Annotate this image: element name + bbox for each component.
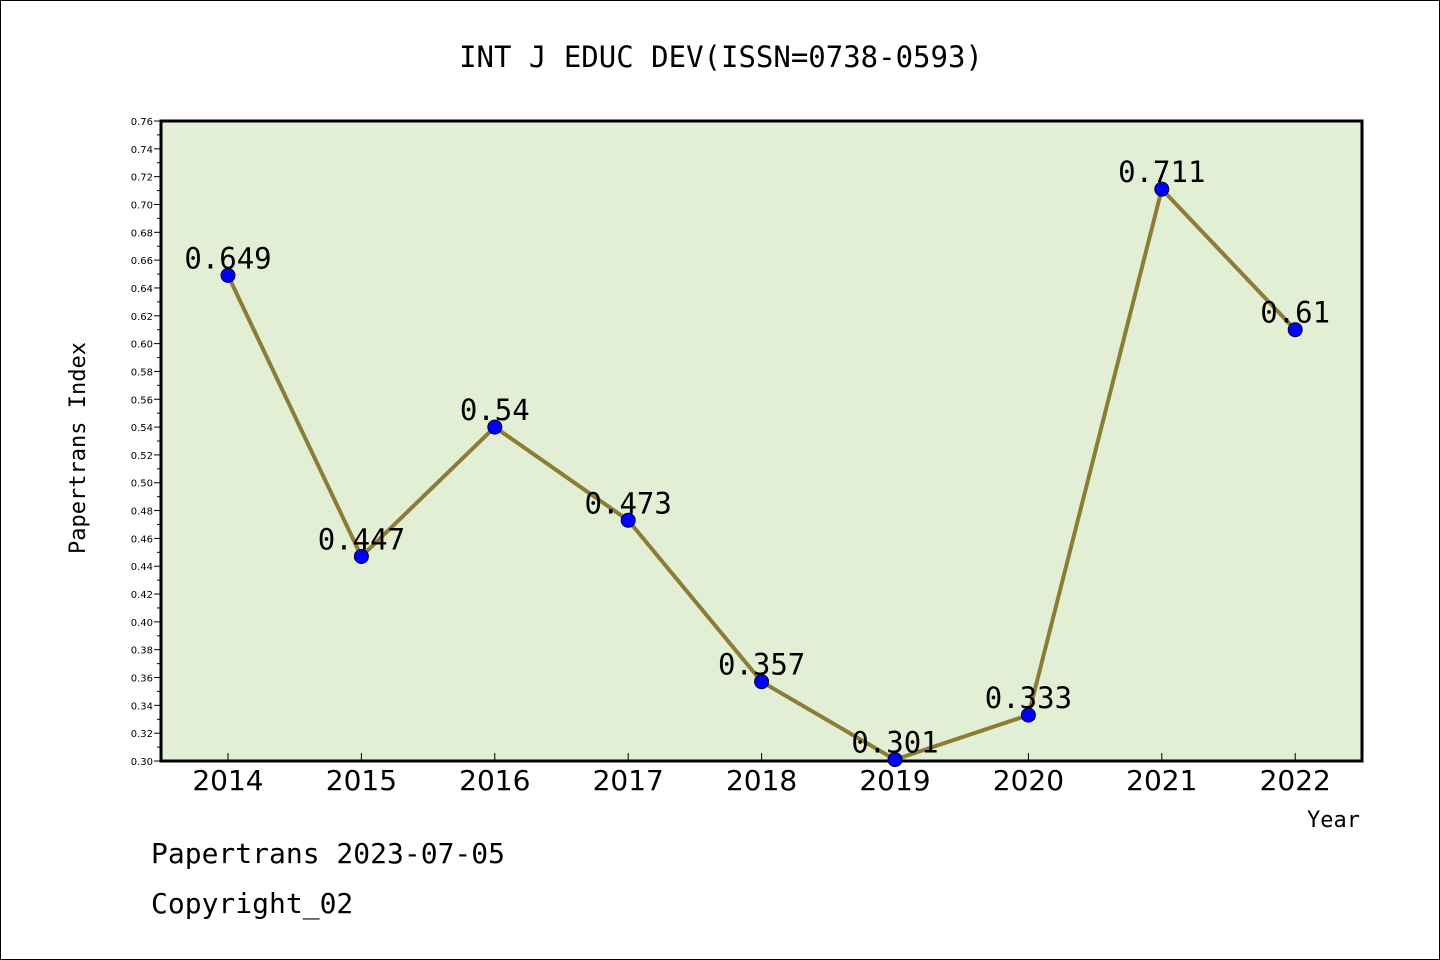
- data-point-marker: [353, 548, 369, 564]
- y-axis-label: Papertrans Index: [66, 342, 91, 554]
- x-axis-label: Year: [1307, 808, 1360, 833]
- y-tick-label: 0.62: [131, 312, 153, 323]
- y-tick-label: 0.40: [131, 618, 153, 629]
- series-markers: [220, 181, 1303, 768]
- y-tick-label: 0.54: [131, 423, 153, 434]
- data-point-marker: [220, 267, 236, 283]
- data-point-label: 0.711: [1118, 155, 1205, 189]
- y-tick-label: 0.42: [131, 590, 153, 601]
- y-tick-label: 0.44: [131, 562, 153, 573]
- y-tick-label: 0.72: [131, 173, 153, 184]
- data-labels: 0.649 0.447 0.54 0.473 0.357 0.301 0.333 0.711 0…: [184, 155, 1330, 759]
- x-tick-label: 2016: [459, 764, 530, 797]
- y-tick-label: 0.46: [131, 534, 153, 545]
- chart-title: INT J EDUC DEV(ISSN=0738-0593): [459, 40, 983, 74]
- y-tick-label: 0.34: [131, 701, 153, 712]
- data-point-label: 0.333: [985, 681, 1072, 715]
- y-tick-label: 0.30: [131, 757, 153, 768]
- y-tick-label: 0.76: [131, 117, 153, 128]
- y-tick-label: 0.56: [131, 395, 153, 406]
- y-tick-label: 0.36: [131, 674, 153, 685]
- y-tick-label: 0.66: [131, 256, 153, 267]
- x-tick-label: 2018: [726, 764, 797, 797]
- data-point-marker: [887, 752, 903, 768]
- y-tick-label: 0.38: [131, 646, 153, 657]
- y-tick-label: 0.64: [131, 284, 153, 295]
- x-tick-label: 2019: [859, 764, 930, 797]
- plot-area: [159, 119, 1364, 763]
- data-point-marker: [620, 512, 636, 528]
- data-point-marker: [487, 419, 503, 435]
- y-tick-label: 0.70: [131, 200, 153, 211]
- y-tick-label: 0.58: [131, 367, 153, 378]
- x-tick-label: 2015: [326, 764, 397, 797]
- data-point-marker: [1287, 322, 1303, 338]
- y-tick-label: 0.60: [131, 340, 153, 351]
- data-point-label: 0.301: [851, 726, 938, 760]
- x-tick-label: 2020: [993, 764, 1064, 797]
- y-tick-label: 0.50: [131, 479, 153, 490]
- y-tick-label: 0.48: [131, 507, 153, 518]
- data-point-label: 0.357: [718, 648, 805, 682]
- data-point-marker: [1154, 181, 1170, 197]
- data-point-label: 0.447: [318, 522, 405, 556]
- y-axis: 0.30 0.32 0.34 0.36 0.38 0.40 0.42 0.44 0.46 0.48…: [131, 117, 161, 768]
- footer-copyright: Copyright_02: [151, 887, 354, 920]
- x-tick-label: 2014: [192, 764, 263, 797]
- data-point-label: 0.54: [460, 393, 530, 427]
- x-tick-label: 2021: [1126, 764, 1197, 797]
- x-tick-label: 2017: [593, 764, 664, 797]
- data-point-label: 0.61: [1260, 296, 1330, 330]
- data-point-label: 0.649: [184, 241, 271, 275]
- y-tick-label: 0.74: [131, 145, 153, 156]
- data-point-label: 0.473: [585, 486, 672, 520]
- data-point-marker: [754, 674, 770, 690]
- y-tick-label: 0.68: [131, 228, 153, 239]
- x-tick-label: 2022: [1260, 764, 1331, 797]
- data-point-marker: [1020, 707, 1036, 723]
- footer-date: Papertrans 2023-07-05: [151, 837, 506, 870]
- y-tick-label: 0.32: [131, 729, 153, 740]
- x-axis: 2014 2015 2016 2017 2018 2019 2020 2021 2022: [192, 753, 1331, 797]
- y-tick-label: 0.52: [131, 451, 153, 462]
